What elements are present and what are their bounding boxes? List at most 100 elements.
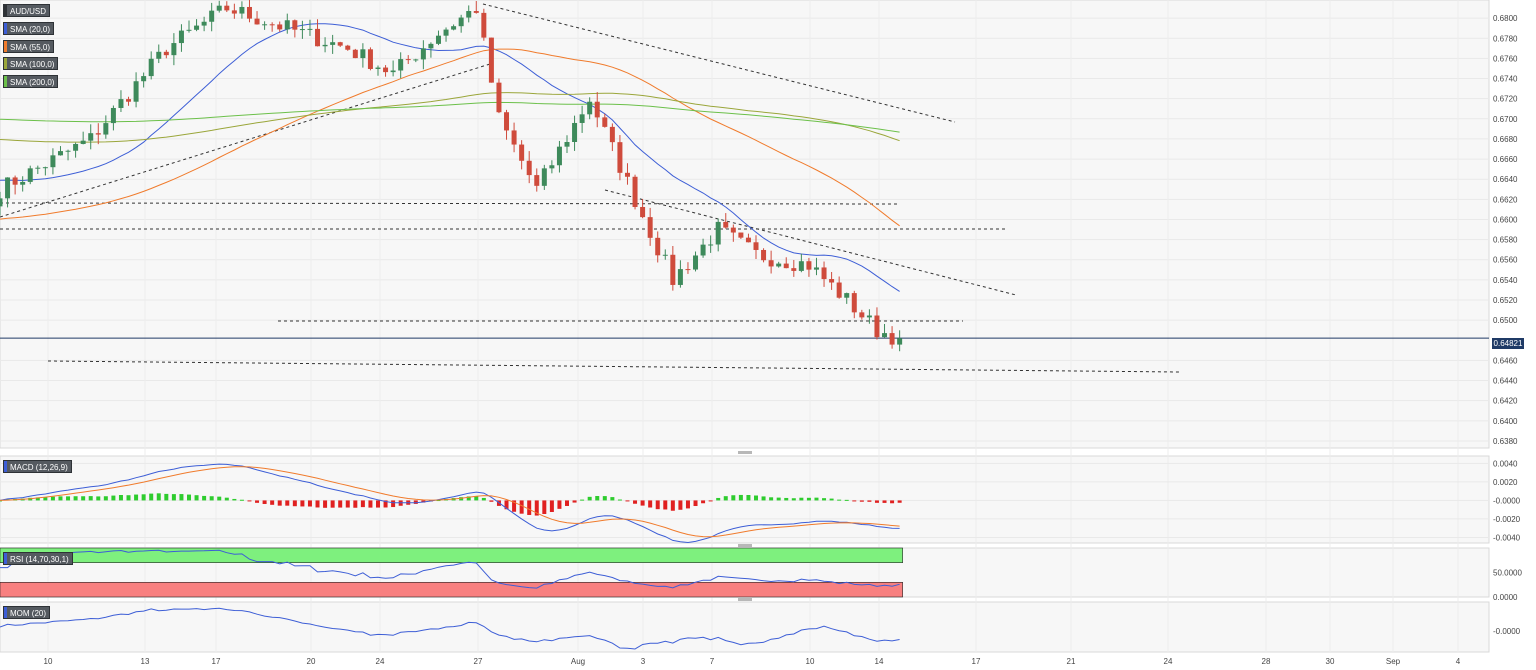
macd-histogram-bar (678, 500, 683, 510)
trend-line (604, 189, 1017, 296)
price-tick-label: 0.6740 (1493, 75, 1518, 84)
macd-histogram-bar (769, 497, 774, 501)
macd-histogram-bar (421, 500, 426, 503)
candle-body (829, 279, 835, 283)
candle-body (443, 29, 449, 36)
time-tick-label: Sep (1386, 657, 1401, 666)
time-tick-label: 30 (1326, 657, 1335, 666)
candle-body (345, 45, 351, 50)
sma55-legend[interactable]: SMA (55,0) (3, 40, 55, 53)
candle-body (292, 20, 298, 30)
candle-body (201, 21, 207, 26)
macd-histogram-bar (353, 500, 358, 508)
candle-body (632, 176, 638, 207)
mom-legend[interactable]: MOM (20) (3, 606, 50, 619)
candle-body (534, 175, 540, 186)
candle-body (504, 112, 510, 131)
macd-histogram-bar (323, 500, 328, 508)
price-tick-label: 0.6600 (1493, 215, 1518, 224)
candle-body (609, 126, 615, 143)
macd-histogram-bar (179, 494, 184, 501)
macd-histogram-bar (527, 500, 532, 515)
candle-body (367, 49, 373, 69)
candle-body (254, 18, 260, 25)
price-tick-label: 0.6580 (1493, 236, 1518, 245)
sma20-legend[interactable]: SMA (20,0) (3, 22, 55, 35)
candle-body (723, 221, 729, 228)
candle-body (330, 42, 336, 45)
price-tick-label: 0.6700 (1493, 115, 1518, 124)
candle-body (776, 263, 782, 267)
candle-body (171, 43, 177, 56)
time-tick-label: 4 (1456, 657, 1461, 666)
candle-body (156, 51, 162, 59)
macd-histogram-bar (565, 500, 569, 506)
candle-body (798, 261, 804, 271)
candle-body (715, 221, 721, 245)
macd-histogram-bar (806, 497, 811, 501)
macd-histogram-bar (542, 500, 547, 515)
sma100-legend[interactable]: SMA (100,0) (3, 57, 59, 70)
macd-histogram-bar (134, 494, 139, 501)
price-tick-label: 0.6640 (1493, 175, 1518, 184)
price-tick-label: 0.6720 (1493, 95, 1518, 104)
rsi-legend[interactable]: RSI (14,70,30,1) (3, 552, 73, 565)
macd-histogram-bar (217, 496, 222, 501)
time-tick-label: 28 (1262, 657, 1271, 666)
macd-histogram-bar (338, 500, 343, 508)
candle-body (398, 59, 404, 71)
macd-histogram-bar (859, 500, 864, 502)
candle-body (178, 30, 184, 44)
candle-body (761, 249, 767, 261)
candle-body (239, 6, 245, 14)
rsi-oversold-zone (0, 581, 903, 598)
candle-body (80, 140, 86, 144)
candle-body (277, 24, 283, 30)
macd-histogram-bar (640, 500, 645, 506)
candle-body (224, 5, 230, 11)
macd-histogram-bar (383, 500, 388, 508)
price-tick-label: 0.6420 (1493, 397, 1518, 406)
macd-histogram-bar (171, 494, 176, 501)
candle-body (473, 11, 479, 13)
macd-legend[interactable]: MACD (12,26,9) (3, 460, 72, 473)
time-tick-label: Aug (571, 657, 585, 666)
macd-histogram-bar (716, 497, 721, 501)
macd-histogram-bar (670, 500, 675, 511)
time-tick-label: 17 (212, 657, 221, 666)
candle-body (882, 333, 888, 338)
macd-histogram-bar (255, 500, 260, 503)
macd-histogram-bar (66, 496, 71, 501)
macd-histogram-bar (96, 496, 101, 501)
macd-histogram-bar (572, 500, 577, 503)
candle-body (458, 17, 464, 27)
macd-tick-label: -0.0000 (1493, 496, 1521, 505)
macd-histogram-bar (663, 500, 668, 510)
macd-histogram-bar (156, 493, 161, 501)
sma200-legend[interactable]: SMA (200,0) (3, 75, 59, 88)
mom-tick-label: -0.0000 (1493, 627, 1521, 636)
symbol-legend: AUD/USD (3, 4, 51, 17)
macd-histogram-bar (534, 500, 539, 516)
price-tick-label: 0.6680 (1493, 135, 1518, 144)
price-tick-label: 0.6380 (1493, 437, 1518, 446)
macd-histogram-bar (549, 500, 554, 512)
candle-body (791, 268, 797, 271)
candle-body (209, 10, 215, 22)
candle-body (768, 260, 774, 267)
candle-body (110, 107, 116, 124)
candle-body (216, 5, 222, 11)
candle-body (579, 114, 585, 123)
macd-histogram-bar (519, 500, 524, 514)
candle-body (670, 254, 676, 285)
macd-histogram-bar (345, 500, 350, 508)
price-tick-label: 0.6660 (1493, 155, 1518, 164)
time-tick-label: 3 (641, 657, 646, 666)
macd-histogram-bar (202, 495, 207, 501)
time-tick-label: 27 (474, 657, 483, 666)
candle-body (103, 123, 109, 135)
macd-histogram-bar (285, 500, 290, 506)
pane-resize-handle-2 (738, 598, 752, 601)
macd-histogram-bar (391, 500, 396, 508)
